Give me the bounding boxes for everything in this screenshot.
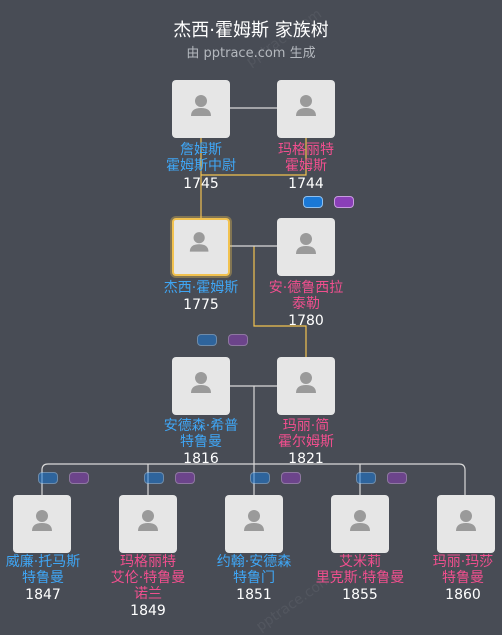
male-line-toggle[interactable] bbox=[356, 472, 376, 484]
male-line-toggle[interactable] bbox=[144, 472, 164, 484]
birth-year: 1821 bbox=[288, 451, 324, 467]
person-silhouette-icon bbox=[296, 233, 316, 254]
person-name: 艾米莉 bbox=[339, 554, 381, 570]
person-silhouette-icon bbox=[191, 372, 211, 393]
birth-year: 1847 bbox=[25, 587, 61, 603]
person-silhouette-icon bbox=[32, 510, 52, 531]
person-name: 安·德鲁西拉 bbox=[268, 280, 344, 296]
person-name: 特鲁曼 bbox=[180, 434, 222, 450]
person-card[interactable] bbox=[13, 495, 71, 553]
person-name: 约翰·安德森 bbox=[216, 554, 292, 570]
person-card[interactable] bbox=[225, 495, 283, 553]
person-silhouette-icon bbox=[296, 95, 316, 116]
person-silhouette-icon bbox=[138, 510, 158, 531]
parent-link bbox=[201, 138, 307, 176]
person-name: 威廉·托马斯 bbox=[5, 554, 81, 570]
female-line-toggle[interactable] bbox=[281, 472, 301, 484]
person-card[interactable] bbox=[437, 495, 495, 553]
person-silhouette-icon bbox=[350, 510, 370, 531]
male-line-toggle[interactable] bbox=[38, 472, 58, 484]
birth-year: 1849 bbox=[130, 603, 166, 619]
person-name: 特鲁门 bbox=[233, 570, 275, 586]
person-name: 特鲁曼 bbox=[22, 570, 64, 586]
person-silhouette-icon bbox=[189, 232, 209, 252]
female-line-toggle[interactable] bbox=[334, 196, 354, 208]
person-name: 玛丽·玛莎 bbox=[432, 554, 494, 570]
person-name: 霍姆斯 bbox=[285, 158, 327, 174]
female-line-toggle[interactable] bbox=[175, 472, 195, 484]
person-card[interactable] bbox=[172, 80, 230, 138]
parent-link bbox=[253, 246, 307, 358]
person-silhouette-icon bbox=[244, 510, 264, 531]
person-name: 詹姆斯 bbox=[180, 142, 222, 158]
birth-year: 1744 bbox=[288, 176, 324, 192]
person-name: 诺兰 bbox=[134, 586, 162, 602]
female-line-toggle[interactable] bbox=[228, 334, 248, 346]
person-name: 杰西·霍姆斯 bbox=[163, 280, 239, 296]
person-name: 特鲁曼 bbox=[442, 570, 484, 586]
person-card[interactable] bbox=[119, 495, 177, 553]
page-subtitle: 由 pptrace.com 生成 bbox=[186, 46, 316, 61]
birth-year: 1860 bbox=[445, 587, 481, 603]
female-line-toggle[interactable] bbox=[69, 472, 89, 484]
person-name: 玛丽·简 bbox=[282, 418, 330, 434]
person-name: 玛格丽特 bbox=[278, 142, 334, 158]
person-silhouette-icon bbox=[456, 510, 476, 531]
birth-year: 1775 bbox=[183, 297, 219, 313]
person-card[interactable] bbox=[277, 80, 335, 138]
person-silhouette-icon bbox=[191, 95, 211, 116]
person-card[interactable] bbox=[277, 218, 335, 276]
male-line-toggle[interactable] bbox=[250, 472, 270, 484]
person-name: 霍尔姆斯 bbox=[278, 434, 334, 450]
person-name: 泰勒 bbox=[292, 296, 320, 312]
person-card[interactable] bbox=[172, 357, 230, 415]
person-silhouette-icon bbox=[296, 372, 316, 393]
person-card[interactable] bbox=[172, 218, 230, 276]
page-title: 杰西·霍姆斯 家族树 bbox=[173, 20, 329, 41]
connector-lines bbox=[41, 107, 466, 495]
person-name: 玛格丽特 bbox=[120, 554, 176, 570]
male-line-toggle[interactable] bbox=[197, 334, 217, 346]
birth-year: 1816 bbox=[183, 451, 219, 467]
person-name: 里克斯·特鲁曼 bbox=[315, 570, 405, 586]
birth-year: 1855 bbox=[342, 587, 378, 603]
person-card[interactable] bbox=[277, 357, 335, 415]
person-name: 艾伦·特鲁曼 bbox=[110, 570, 186, 586]
birth-year: 1851 bbox=[236, 587, 272, 603]
birth-year: 1745 bbox=[183, 176, 219, 192]
person-name: 安德森·希普 bbox=[163, 418, 239, 434]
birth-year: 1780 bbox=[288, 313, 324, 329]
male-line-toggle[interactable] bbox=[303, 196, 323, 208]
female-line-toggle[interactable] bbox=[387, 472, 407, 484]
person-name: 霍姆斯中尉 bbox=[166, 158, 236, 174]
person-card[interactable] bbox=[331, 495, 389, 553]
